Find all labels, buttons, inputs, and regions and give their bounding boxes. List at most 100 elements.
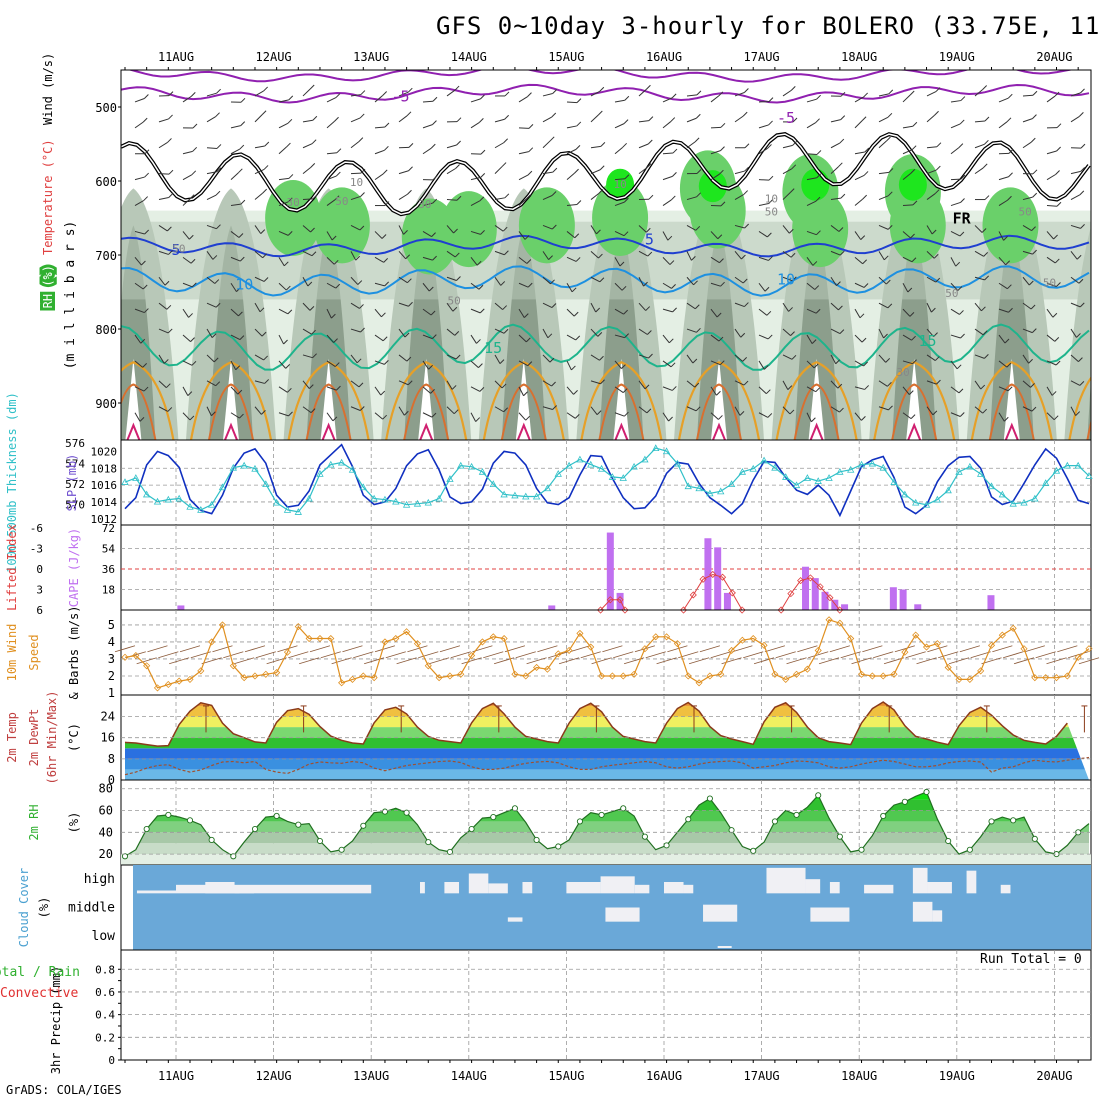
wind-barb-flag bbox=[236, 287, 241, 292]
wind-barb-staff bbox=[902, 94, 911, 103]
wind-barb-flag bbox=[744, 88, 749, 93]
wind-barb-staff bbox=[854, 256, 863, 265]
wind-10m-barb bbox=[483, 651, 504, 659]
wind-barb-flag bbox=[936, 142, 942, 148]
wind-barb-flag bbox=[261, 410, 266, 415]
wind-barb-staff bbox=[206, 92, 217, 97]
wind-barb-flag bbox=[860, 235, 866, 240]
wind-barb-flag bbox=[887, 381, 892, 387]
wind-barb-staff bbox=[398, 354, 408, 362]
wind-barb-flag bbox=[644, 384, 650, 390]
wind-barb-flag bbox=[840, 91, 846, 97]
wind-barb-flag bbox=[307, 281, 313, 287]
wind-barb-flag bbox=[311, 329, 316, 335]
temp-contour-20 bbox=[121, 361, 175, 440]
wind-barb-flag bbox=[1076, 333, 1081, 338]
wind-barb-staff bbox=[950, 100, 961, 103]
wind-barb-staff bbox=[254, 145, 265, 149]
wind-barb-flag bbox=[216, 88, 221, 94]
cloud-high-block bbox=[468, 873, 489, 894]
cape-bar bbox=[987, 595, 995, 610]
cloud-level-label: high bbox=[84, 872, 115, 887]
wind-barb-staff bbox=[1022, 406, 1033, 412]
run-total-label: Run Total = 0 bbox=[980, 952, 1082, 967]
wind-barb-flag bbox=[263, 355, 269, 361]
wind-barb-flag bbox=[984, 195, 990, 200]
date-tick-label: 16AUG bbox=[646, 50, 682, 64]
wind-tick-label: 3 bbox=[108, 652, 115, 666]
wind-barb-staff bbox=[734, 276, 744, 284]
wind-barb-staff bbox=[182, 282, 193, 288]
wind-barb-flag bbox=[576, 200, 582, 205]
thickness-marker bbox=[132, 474, 140, 481]
wind-barb-flag bbox=[740, 332, 746, 338]
wind-barb-flag bbox=[144, 229, 150, 235]
lifted-index-marker bbox=[738, 606, 746, 614]
wind-10m-marker bbox=[132, 651, 140, 660]
wind-barb-staff bbox=[1022, 380, 1031, 388]
wind-barb-staff bbox=[686, 302, 696, 310]
wind-barb-staff bbox=[998, 121, 1008, 129]
temp-band bbox=[125, 716, 1089, 728]
rh-line bbox=[124, 791, 1090, 858]
wind-barb-staff bbox=[878, 224, 889, 230]
wind-barb-staff bbox=[782, 192, 791, 200]
wind-barb-staff bbox=[278, 99, 289, 103]
wind-barb-staff bbox=[1046, 308, 1054, 318]
wind-barb-staff bbox=[278, 122, 289, 129]
thickness-marker bbox=[608, 473, 617, 480]
wind-barb-staff bbox=[518, 231, 526, 240]
wind-barb-flag bbox=[525, 415, 531, 421]
wind-barb-flag bbox=[360, 192, 365, 197]
wind-barb-flag bbox=[1030, 304, 1036, 310]
wind-barb-flag bbox=[549, 136, 555, 142]
wind-barb-flag bbox=[428, 286, 434, 292]
wind-barb-staff bbox=[638, 143, 649, 149]
rh-marker bbox=[425, 839, 432, 846]
wind-barb-staff bbox=[302, 380, 310, 389]
wind-10m-barb bbox=[732, 645, 753, 653]
wind-barb-flag bbox=[1004, 338, 1010, 344]
wind-10m-marker bbox=[782, 675, 790, 683]
wind-10m-barb bbox=[299, 657, 320, 665]
wind-barb-flag bbox=[671, 386, 677, 391]
date-tick-label: 16AUG bbox=[646, 1069, 682, 1083]
thickness-marker bbox=[782, 473, 790, 480]
thickness-marker bbox=[890, 478, 898, 485]
wind-barb-staff bbox=[974, 143, 985, 149]
wind-10m-marker bbox=[554, 650, 562, 658]
cloud-high-block bbox=[683, 884, 694, 894]
wind-barb-flag bbox=[1052, 312, 1058, 318]
thickness-marker bbox=[478, 467, 487, 475]
rh-marker bbox=[186, 817, 194, 824]
precip-tick-label: 0.4 bbox=[95, 1009, 115, 1022]
thickness-marker bbox=[717, 487, 725, 495]
wind-barb-flag bbox=[791, 164, 797, 170]
precip-tick-label: 0 bbox=[108, 1054, 115, 1067]
wind-barb-staff bbox=[422, 386, 431, 394]
wind-barb-staff bbox=[566, 204, 577, 207]
wind-barb-flag bbox=[1031, 328, 1037, 333]
wind-barb-staff bbox=[254, 114, 263, 123]
wind-barb-flag bbox=[767, 334, 773, 340]
wind-barb-flag bbox=[383, 257, 389, 263]
thickness-marker bbox=[402, 500, 411, 508]
wind-barb-staff bbox=[134, 386, 145, 392]
wind-10m-barb bbox=[1057, 645, 1078, 653]
wind-barb-staff bbox=[302, 143, 313, 149]
wind-barb-flag bbox=[406, 111, 412, 117]
rh-field-green bbox=[440, 191, 497, 268]
wind-10m-marker bbox=[652, 633, 660, 641]
wind-barb-staff bbox=[302, 198, 314, 201]
wind-barb-staff bbox=[566, 282, 573, 293]
contour-label: 50 bbox=[335, 195, 348, 208]
rh-marker bbox=[1031, 835, 1038, 842]
wind-barb-staff bbox=[230, 360, 237, 371]
chart-title: GFS 0~10day 3-hourly for BOLERO (33.75E,… bbox=[436, 12, 1100, 40]
wind-10m-barb bbox=[591, 657, 612, 665]
wind-barb-staff bbox=[134, 360, 143, 368]
wind-barb-flag bbox=[551, 224, 557, 230]
wind-barb-flag bbox=[1055, 170, 1060, 175]
wind-barb-staff bbox=[830, 142, 841, 149]
